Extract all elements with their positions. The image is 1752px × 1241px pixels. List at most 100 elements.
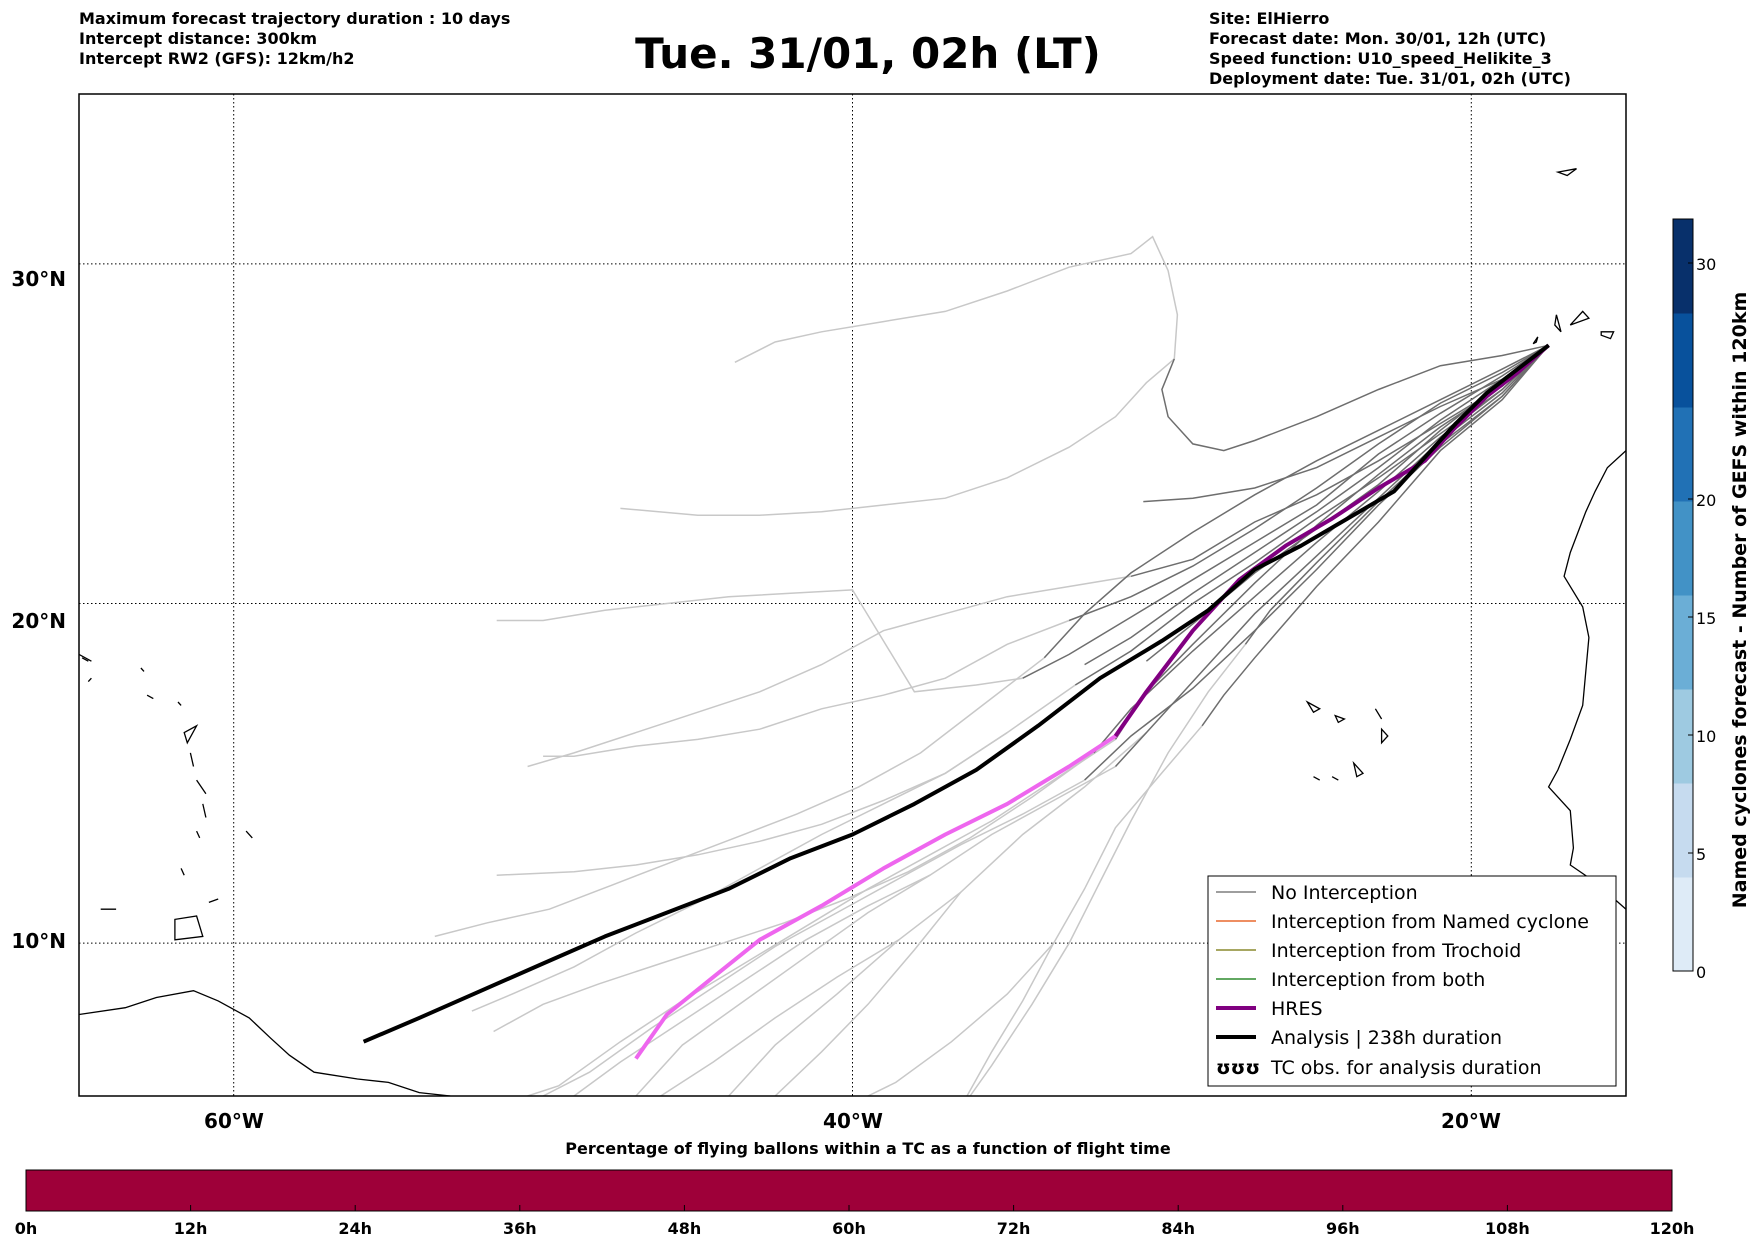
tc-obs-symbol-icon: ʊʊʊ: [1216, 1057, 1260, 1079]
legend-label-trochoid: Interception from Trochoid: [1271, 940, 1521, 962]
colorbar-bottom-tick-8: 96h: [1326, 1219, 1360, 1238]
island-canaries-2: [1569, 310, 1591, 326]
trajectory-other-12: [493, 752, 1095, 1033]
trajectory-no-interception-12: [1084, 344, 1550, 666]
trajectory-other-10: [527, 738, 1116, 1096]
island-cape-verde-2: [1374, 708, 1383, 720]
island-lesser-antilles-3: [196, 779, 207, 795]
colorbar-bottom-tick-labels: 0h 12h 24h 36h 48h 60h 72h 84h 96h 108h 120h: [15, 1219, 1695, 1238]
header-left-line-1: Maximum forecast trajectory duration : 1…: [79, 9, 510, 28]
header-right-line-1: Site: ElHierro: [1209, 9, 1329, 28]
island-cape-verde-5: [1331, 776, 1339, 781]
header-right-info: Site: ElHierro Forecast date: Mon. 30/01…: [1209, 9, 1571, 88]
colorbar-bottom-tick-4: 48h: [668, 1219, 702, 1238]
colorbar-right-label: Named cyclones forecast - Number of GEFS…: [1729, 292, 1751, 909]
colorbar-right-segment-7: [1673, 219, 1693, 314]
legend-label-analysis: Analysis | 238h duration: [1271, 1027, 1502, 1049]
colorbar-bottom: [25, 1169, 1673, 1212]
island-cape-verde-1: [1333, 714, 1346, 724]
coastlines: [79, 168, 1661, 1096]
island-canaries-4: [1642, 308, 1661, 325]
colorbar-right-segment-6: [1673, 313, 1693, 408]
island-lesser-antilles-6: [180, 868, 185, 876]
trajectory-other-11: [969, 643, 1246, 1096]
lon-label-60w: 60°W: [204, 1109, 264, 1133]
trajectory-no-interception-6: [1084, 344, 1550, 781]
colorbar-bottom-tick-5: 60h: [832, 1219, 866, 1238]
lat-label-30n: 30°N: [11, 267, 66, 291]
colorbar-bottom-tick-10: 120h: [1650, 1219, 1695, 1238]
trajectory-other-17: [660, 939, 900, 1096]
island-cape-verde-6: [1313, 776, 1321, 781]
trajectory-hres: [1113, 343, 1550, 738]
coast-trinidad: [174, 915, 204, 941]
island-lesser-antilles-12: [79, 653, 92, 662]
other-trajectories: [434, 235, 1246, 1096]
island-lesser-antilles-5: [196, 830, 201, 839]
trajectory-no-interception-9: [1068, 344, 1549, 622]
colorbar-right: [1672, 218, 1694, 972]
colorbar-right-tick-10: 10: [1696, 727, 1716, 746]
header-left-info: Maximum forecast trajectory duration : 1…: [79, 9, 510, 68]
colorbar-right-border: [1672, 218, 1694, 972]
colorbar-bottom-tick-3: 36h: [503, 1219, 537, 1238]
header-right-line-4: Deployment date: Tue. 31/01, 02h (UTC): [1209, 69, 1571, 88]
trajectory-other-18: [573, 874, 931, 1096]
trajectory-no-interception-4: [1114, 344, 1550, 768]
island-lesser-antilles-1: [183, 724, 199, 745]
header-right-line-2: Forecast date: Mon. 30/01, 12h (UTC): [1209, 29, 1546, 48]
island-lesser-antilles-2: [189, 752, 195, 767]
trajectory-other-0: [734, 235, 1179, 363]
trajectory-other-6: [542, 779, 1085, 1096]
trajectory-no-interception-1: [1143, 344, 1550, 503]
legend-label-both: Interception from both: [1271, 969, 1485, 991]
colorbar-bottom-tick-9: 108h: [1485, 1219, 1530, 1238]
island-lesser-antilles-10: [146, 694, 154, 700]
lat-label-20n: 20°N: [11, 609, 66, 633]
trajectory-other-15: [774, 891, 962, 1096]
map-frame: [78, 93, 1627, 1097]
island-canaries-0: [1532, 336, 1539, 345]
colorbar-bottom-tick-6: 72h: [997, 1219, 1031, 1238]
island-canaries-3: [1600, 331, 1615, 340]
trajectory-other-7: [635, 765, 1116, 1096]
trajectory-other-16: [867, 942, 1055, 1096]
legend-box: [1207, 875, 1617, 1087]
colorbar-right-tick-15: 15: [1696, 609, 1716, 628]
colorbar-right-segment-1: [1673, 783, 1693, 878]
lat-label-10n: 10°N: [11, 929, 66, 953]
colorbar-bottom-tick-7: 84h: [1161, 1219, 1195, 1238]
colorbar-bottom-title: Percentage of flying ballons within a TC…: [565, 1139, 1171, 1158]
lon-label-20w: 20°W: [1441, 1109, 1501, 1133]
island-canaries-1: [1554, 314, 1562, 333]
legend-label-named-cyclone: Interception from Named cyclone: [1271, 911, 1589, 933]
main-trajectories: [362, 343, 1550, 1060]
header-left-line-2: Intercept distance: 300km: [79, 29, 317, 48]
legend-label-hres: HRES: [1271, 998, 1323, 1020]
trajectory-no-interception-8: [1022, 344, 1550, 679]
colorbar-right-tick-20: 20: [1696, 491, 1716, 510]
colorbar-bottom-tick-2: 24h: [338, 1219, 372, 1238]
colorbar-right-tick-30: 30: [1696, 255, 1716, 274]
header-right-line-3: Speed function: U10_speed_Helikite_3: [1209, 49, 1552, 68]
legend-label-tc-obs: TC obs. for analysis duration: [1270, 1057, 1542, 1079]
header-left-line-3: Intercept RW2 (GFS): 12km/h2: [79, 49, 355, 68]
island-lesser-antilles-7: [245, 830, 253, 839]
island-cape-verde-3: [1380, 727, 1389, 745]
island-cape-verde-0: [1305, 700, 1322, 714]
legend-label-no-interception: No Interception: [1271, 882, 1418, 904]
colorbar-bottom-bar: [25, 1169, 1673, 1212]
trajectory-other-1: [620, 358, 1175, 516]
colorbar-right-tick-0: 0: [1696, 963, 1706, 982]
legend: No Interception Interception from Named …: [1207, 875, 1617, 1087]
island-madeira-0: [1555, 168, 1577, 177]
trajectory-other-4: [496, 589, 1023, 693]
lon-label-40w: 40°W: [823, 1109, 883, 1133]
colorbar-right-tick-5: 5: [1696, 845, 1706, 864]
trajectory-no-interception-7: [1093, 344, 1550, 754]
trajectory-no-interception-0: [1161, 344, 1549, 452]
colorbar-right-segment-2: [1673, 689, 1693, 784]
island-lesser-antilles-4: [202, 803, 207, 818]
trajectory-analysis: [362, 343, 1550, 1044]
